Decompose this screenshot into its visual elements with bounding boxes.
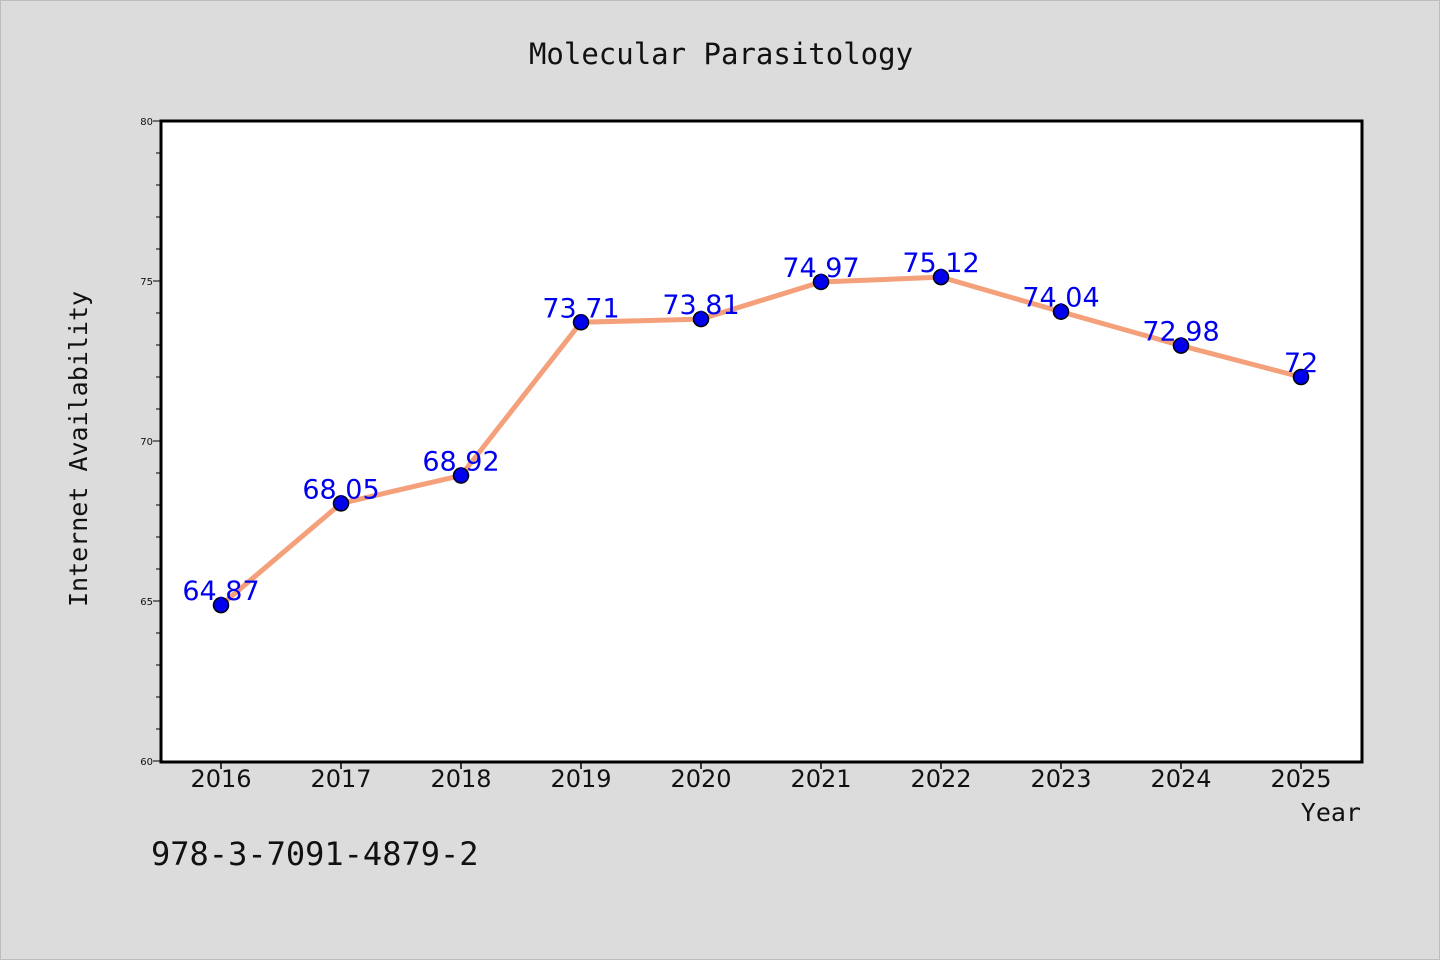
y-axis-label: Internet Availability [64,291,93,607]
series-layer: 64.87 68.05 68.92 73.71 73.81 74.97 75.12 74.04… [182,248,1318,614]
x-tick-label: 2025 [1270,765,1331,793]
x-tick-label: 2018 [430,765,491,793]
data-label: 64.87 [182,576,259,607]
data-point [572,314,590,331]
x-axis-label: Year [1301,798,1361,827]
y-tick-label: 60 [140,757,153,768]
data-label: 72 [1284,348,1318,379]
y-tick-label: 80 [140,117,153,128]
x-tick-label: 2020 [670,765,731,793]
data-point [692,310,710,328]
y-tick-label: 75 [140,277,153,288]
data-point [1052,303,1070,320]
data-label: 72.98 [1142,317,1219,348]
data-label: 73.71 [542,293,619,324]
x-tick-label: 2023 [1030,765,1091,793]
y-axis: 60 65 70 75 80 [140,117,161,768]
data-point [1292,368,1310,386]
y-tick-label: 70 [140,437,153,448]
plot-area [159,119,1364,764]
data-point [332,495,350,512]
isbn-code: 978-3-7091-4879-2 [151,835,479,873]
data-point [932,268,950,286]
data-label: 74.97 [782,253,859,284]
data-label: 75.12 [902,248,979,279]
x-tick-label: 2024 [1150,765,1211,793]
data-point [212,596,230,614]
data-label: 68.92 [422,447,499,478]
x-tick-label: 2016 [190,765,251,793]
x-tick-label: 2019 [550,765,611,793]
chart-title: Molecular Parasitology [529,37,913,71]
x-tick-label: 2021 [790,765,851,793]
x-axis: 2016 2017 2018 2019 2020 2021 2022 2023 2024 2025 [190,761,1332,793]
data-label: 73.81 [662,290,739,321]
data-point [812,273,830,291]
data-point [1172,337,1190,354]
data-label: 68.05 [302,474,379,505]
x-tick-label: 2022 [910,765,971,793]
y-tick-label: 65 [140,597,153,608]
data-point [452,467,470,484]
series-line [218,274,1304,608]
x-tick-label: 2017 [310,765,371,793]
data-label: 74.04 [1022,283,1099,314]
